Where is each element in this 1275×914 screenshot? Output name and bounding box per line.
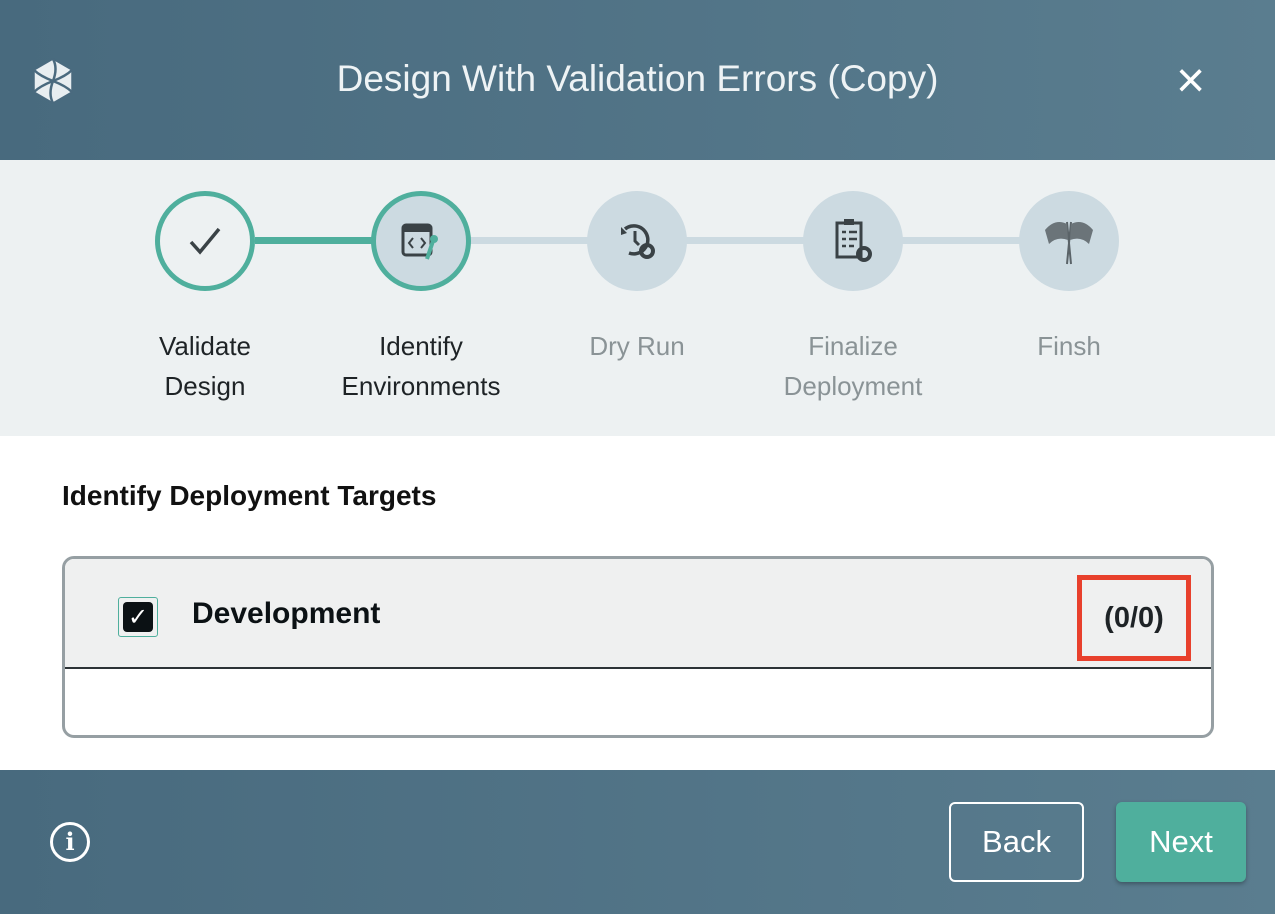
checkered-flags-icon <box>1045 221 1093 265</box>
back-button[interactable]: Back <box>949 802 1084 882</box>
dialog-footer: i Back Next <box>0 770 1275 914</box>
target-checkbox[interactable]: ✓ <box>118 597 158 637</box>
step-label-finish: Finsh <box>1037 331 1101 361</box>
step-finalize-deployment <box>803 191 903 291</box>
close-icon[interactable]: × <box>1176 52 1206 108</box>
target-name: Development <box>192 597 381 630</box>
step-label-identify-environments: Identify Environments <box>341 331 501 401</box>
step-validate-design <box>155 191 255 291</box>
dialog-title: Design With Validation Errors (Copy) <box>336 58 939 99</box>
dialog-header: Design With Validation Errors (Copy) × <box>0 0 1275 160</box>
checkmark-icon: ✓ <box>123 602 153 632</box>
wizard-stepper: Validate Design Identify Environments Dry … <box>0 160 1275 436</box>
target-row[interactable]: ✓ Development (0/0) <box>65 559 1211 669</box>
step-connector-pending <box>468 237 1028 244</box>
app-logo-icon <box>33 58 73 104</box>
code-wrench-icon <box>401 223 438 260</box>
step-label-dry-run: Dry Run <box>589 331 685 361</box>
history-gear-icon <box>621 224 655 259</box>
step-finish <box>1019 191 1119 291</box>
step-dry-run <box>587 191 687 291</box>
check-icon <box>189 227 221 255</box>
next-button[interactable]: Next <box>1116 802 1246 882</box>
deployment-targets-panel: ✓ Development (0/0) <box>62 556 1214 738</box>
clipboard-gear-icon <box>835 219 872 262</box>
info-icon[interactable]: i <box>50 822 90 862</box>
step-label-validate-design: Validate Design <box>158 331 252 401</box>
target-count: (0/0) <box>1077 575 1191 661</box>
step-connector-complete <box>255 237 375 244</box>
step-identify-environments <box>371 191 471 291</box>
section-heading: Identify Deployment Targets <box>62 480 437 511</box>
step-label-finalize-deployment: Finalize Deployment <box>783 331 923 401</box>
